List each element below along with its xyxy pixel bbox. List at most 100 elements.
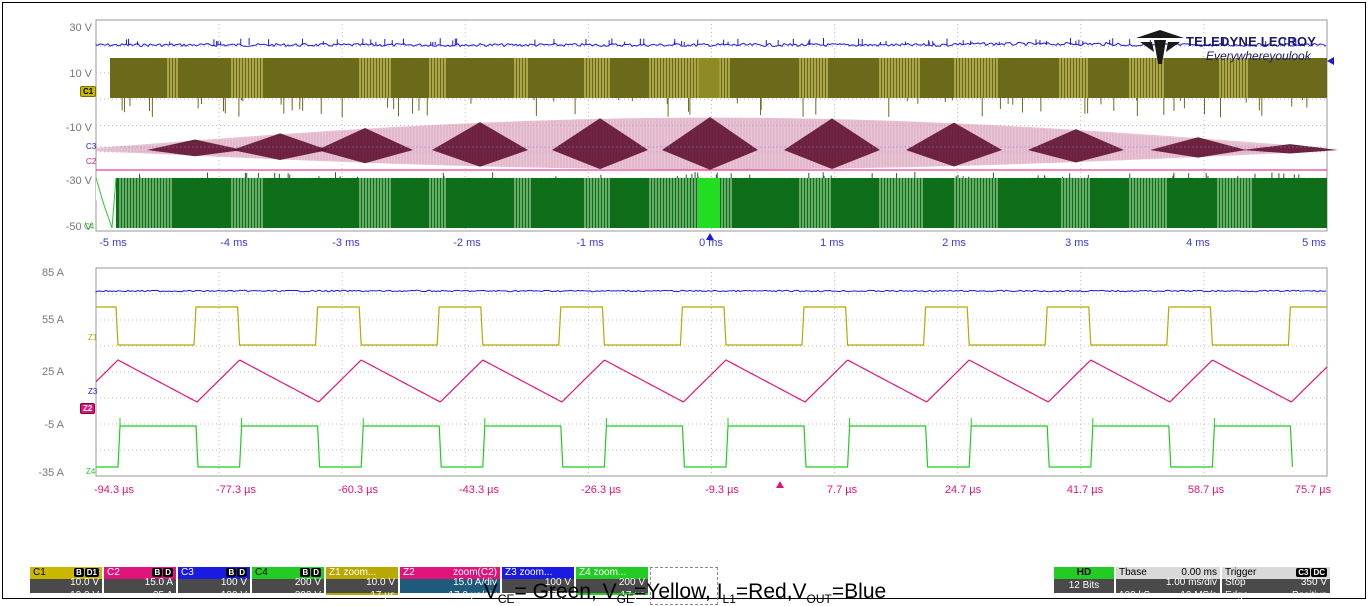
- zoom-tag-z1[interactable]: Z1: [88, 333, 98, 342]
- bottom-x-label: 7.7 µs: [826, 484, 858, 496]
- caption-vce: V: [483, 580, 498, 603]
- channel-box-c3[interactable]: C3 B D 100 V -100 V: [178, 567, 250, 601]
- badge: D: [311, 568, 321, 577]
- caption-vce-val: = Green,: [514, 580, 603, 603]
- badge: B: [73, 568, 84, 577]
- hd-box[interactable]: HD 12 Bits: [1054, 567, 1114, 593]
- caption-il: I: [716, 580, 723, 603]
- top-y-label: -10 V: [65, 122, 92, 134]
- top-x-label: 2 ms: [942, 237, 966, 249]
- caption-vce-sub: CE: [497, 592, 515, 606]
- caption-vge-sub: GE: [616, 592, 634, 606]
- vge-trace: [96, 306, 1327, 346]
- channel-scale: 200 V: [294, 577, 321, 588]
- timebase-box[interactable]: Tbase 0.00 ms 1.00 ms/div 100 kS 10 MS/s: [1116, 567, 1220, 601]
- il-trace: [95, 359, 1328, 403]
- channel-tag-c2[interactable]: C2: [86, 157, 97, 166]
- badge: DC: [1311, 568, 1327, 577]
- top-x-label: -2 ms: [453, 237, 481, 249]
- badge: C3: [1296, 568, 1311, 577]
- bottom-y-label: 25 A: [41, 366, 64, 378]
- zoom-tag-z4[interactable]: Z4: [86, 467, 96, 476]
- channel-box-c4[interactable]: C4 B D 200 V -800 V: [252, 567, 324, 601]
- top-y-label: 10 V: [69, 68, 92, 80]
- trigger-marker-top: [706, 233, 714, 240]
- bits-label: 12 Bits: [1054, 579, 1114, 593]
- channel-name: C1: [33, 567, 46, 578]
- channel-tag-c3[interactable]: C3: [86, 142, 97, 151]
- il-diamond: [317, 127, 413, 164]
- bottom-y-label: -35 A: [38, 467, 64, 479]
- vce-notch-edge: [95, 177, 117, 229]
- trigger-label: Trigger: [1225, 567, 1257, 578]
- hd-label: HD: [1054, 567, 1114, 579]
- tbase-div: 1.00 ms/div: [1165, 577, 1217, 588]
- zoom-name: Z1 zoom...: [329, 567, 377, 578]
- zoom-box-z2[interactable]: Z2 zoom(C2) 15.0 A/div 17.0 µs/div: [400, 567, 500, 601]
- zoom-time: 17 µs: [370, 590, 395, 601]
- channel-name: C3: [181, 567, 194, 578]
- caption-vout-sub: OUT: [806, 592, 832, 606]
- caption-il-val: =Red,: [735, 580, 793, 603]
- bottom-y-label: 85 A: [41, 267, 64, 279]
- top-y-label: -30 V: [65, 175, 92, 187]
- channel-scale: 10.0 V: [70, 577, 99, 588]
- bottom-x-label: -60.3 µs: [338, 484, 378, 496]
- il-diamond: [784, 118, 880, 169]
- caption-vge-val: =Yellow,: [633, 580, 717, 603]
- trigger-marker-bottom: [776, 481, 784, 488]
- channel-scale: 15.0 A: [144, 577, 173, 588]
- bottom-x-label: -77.3 µs: [216, 484, 256, 496]
- zoom-tag-z3[interactable]: Z3: [88, 387, 98, 396]
- zoom-time: 17 µs: [546, 590, 571, 601]
- badge: D: [237, 568, 247, 577]
- top-x-label: -1 ms: [576, 237, 604, 249]
- il-diamond: [1028, 129, 1124, 163]
- channel-name: C4: [255, 567, 268, 578]
- top-y-label: 30 V: [69, 22, 92, 34]
- channel-box-c2[interactable]: C2 B D 15.0 A -25 A: [104, 567, 176, 601]
- vout-trace: [95, 289, 1327, 293]
- badge: D1: [84, 568, 99, 577]
- channel-name: C2: [107, 567, 120, 578]
- caption-vge: V: [602, 580, 617, 603]
- zoom-tag-z2[interactable]: Z2: [80, 403, 96, 414]
- sample-count: 100 kS: [1119, 590, 1151, 601]
- bottom-x-label: -9.3 µs: [705, 484, 739, 496]
- logo-icon: [1136, 30, 1184, 64]
- caption-vout-val: =Blue: [831, 580, 887, 603]
- channel-tag-c1[interactable]: C1: [80, 86, 97, 97]
- top-x-label: -5 ms: [99, 237, 127, 249]
- bottom-x-label: -26.3 µs: [581, 484, 621, 496]
- caption-il-sub: L1: [722, 592, 736, 606]
- zoom-scale: 100 V: [544, 577, 571, 588]
- bottom-x-label: -43.3 µs: [459, 484, 499, 496]
- trigger-mode: Stop: [1225, 577, 1246, 588]
- bottom-x-label: 41.7 µs: [1066, 484, 1104, 496]
- vce-trace: [96, 425, 1293, 468]
- zoom-box-z3[interactable]: Z3 zoom... 100 V 17 µs: [502, 567, 574, 601]
- bottom-y-label: 55 A: [41, 314, 64, 326]
- zoom-box-z1[interactable]: Z1 zoom... 10.0 V 17 µs: [326, 567, 398, 601]
- trigger-box[interactable]: Trigger C3 DC Stop 350 V Edge Positive: [1222, 567, 1330, 601]
- sample-rate: 10 MS/s: [1180, 590, 1217, 601]
- channel-offset: -25 A: [149, 590, 173, 601]
- trigger-highlight-top: [698, 58, 720, 98]
- channel-offset: 10.0 V: [70, 590, 99, 601]
- il-diamond: [232, 133, 328, 160]
- level-marker: [1327, 57, 1334, 65]
- trigger-level: 350 V: [1300, 577, 1327, 588]
- top-x-label: 5 ms: [1302, 237, 1326, 249]
- zoom-time: 17 µs: [620, 590, 645, 601]
- channel-box-c1[interactable]: C1 B D1 10.0 V 10.0 V: [30, 567, 102, 601]
- top-x-label: 3 ms: [1065, 237, 1089, 249]
- zoom-name: Z3 zoom...: [505, 567, 553, 578]
- channel-tag-c4[interactable]: C4: [84, 222, 95, 231]
- vout-trace-top: [95, 41, 1327, 48]
- zoom-box-z4[interactable]: Z4 zoom... 200 V 17 µs: [576, 567, 648, 601]
- trigger-slope: Positive: [1291, 590, 1327, 601]
- zoom-prefix: Z2: [403, 567, 415, 578]
- top-y-label: -50 V: [65, 221, 92, 233]
- badge: D: [163, 568, 173, 577]
